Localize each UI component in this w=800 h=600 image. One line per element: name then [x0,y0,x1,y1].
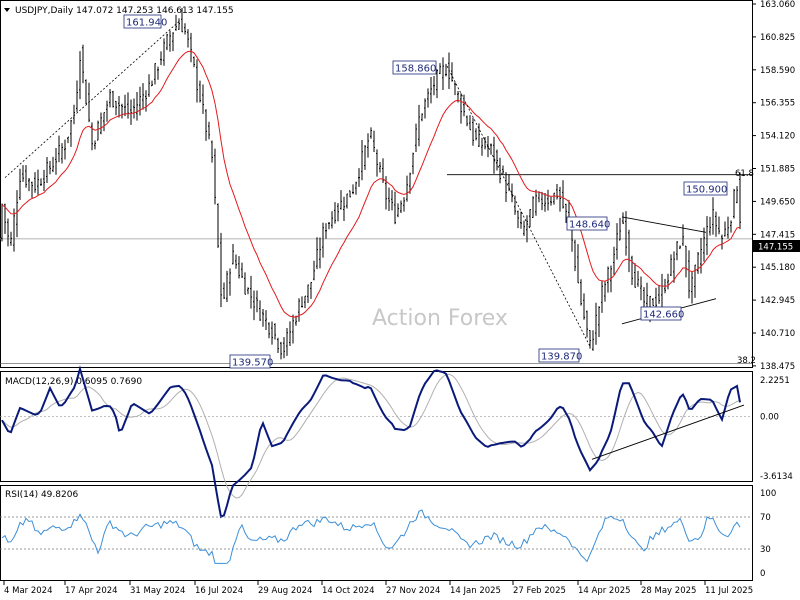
swing-label: 139.570 [232,358,273,369]
rsi-tick-label: 0 [760,569,765,579]
price-tick-label: 140.710 [760,329,795,339]
macd-header: MACD(12,26,9) 0.6095 0.7690 [5,377,142,387]
macd-panel [0,371,753,482]
swing-label-box [123,14,162,29]
date-tick-label: 16 Jul 2024 [195,586,243,596]
price-panel [0,0,753,368]
fib-618-label: 61.8 [735,169,754,179]
fib-382-label: 38.2 [737,356,756,366]
price-tick-label: 149.650 [760,197,795,207]
date-tick-label: 14 Apr 2025 [578,586,631,596]
date-tick-label: 27 Nov 2024 [386,586,440,596]
moving-average-line [1,50,741,318]
macd-main-line [1,365,741,519]
swing-label-box [538,348,580,363]
macd-tick-label: 0.00 [760,413,779,423]
macd-tick-label: -3.6134 [760,472,793,482]
date-tick-label: 14 Oct 2024 [322,586,375,596]
date-tick-label: 31 May 2024 [130,586,185,596]
swing-label: 161.940 [126,18,167,29]
rsi-tick-label: 100 [760,489,776,499]
date-tick-label: 28 May 2025 [641,586,696,596]
macd-signal-line [1,373,741,499]
watermark: Action Forex [372,306,508,331]
downtrend-dotted-line [446,65,591,347]
rsi-tick-label: 30 [760,545,771,555]
date-tick-label: 14 Jan 2025 [450,586,501,596]
macd-tick-label: 2.2251 [760,376,790,386]
date-tick-label: 4 Mar 2024 [4,586,52,596]
swing-label-box [392,60,437,75]
price-tick-label: 145.180 [760,263,795,273]
rsi-header: RSI(14) 49.8206 [5,490,78,500]
current-price-label: 147.155 [758,243,793,253]
swing-label-box [683,181,728,196]
macd-trend-line [591,404,745,460]
price-tick-label: 156.355 [760,99,795,109]
swing-label-box [566,216,608,231]
price-tick-label: 142.945 [760,296,795,306]
dropdown-arrow-icon[interactable] [4,8,10,12]
price-tick-label: 160.825 [760,33,795,43]
swing-label: 158.860 [395,64,436,75]
price-tick-label: 158.590 [760,66,795,76]
swing-label: 148.640 [569,220,610,231]
triangle-upper-line [621,216,707,233]
rsi-panel [0,485,753,581]
price-tick-label: 154.120 [760,132,795,142]
date-tick-label: 29 Aug 2024 [258,586,312,596]
price-tick-label: 163.060 [760,0,795,10]
price-tick-label: 138.475 [760,362,795,372]
swing-label-box [640,306,682,321]
date-tick-label: 17 Apr 2024 [65,586,118,596]
swing-label-box [229,354,271,369]
date-tick-label: 11 Jul 2025 [705,586,753,596]
date-tick-label: 27 Feb 2025 [513,586,566,596]
swing-label: 150.900 [686,185,727,196]
price-tick-label: 147.415 [760,230,795,240]
swing-label: 139.870 [541,352,582,363]
current-price-box [753,240,800,252]
rsi-line [1,509,741,564]
price-header: USDJPY,Daily 147.072 147.253 146.613 147… [15,6,234,16]
uptrend-dotted-line [4,20,181,178]
swing-label: 142.660 [643,310,684,321]
price-tick-label: 151.885 [760,165,795,175]
rsi-tick-label: 70 [760,513,771,523]
